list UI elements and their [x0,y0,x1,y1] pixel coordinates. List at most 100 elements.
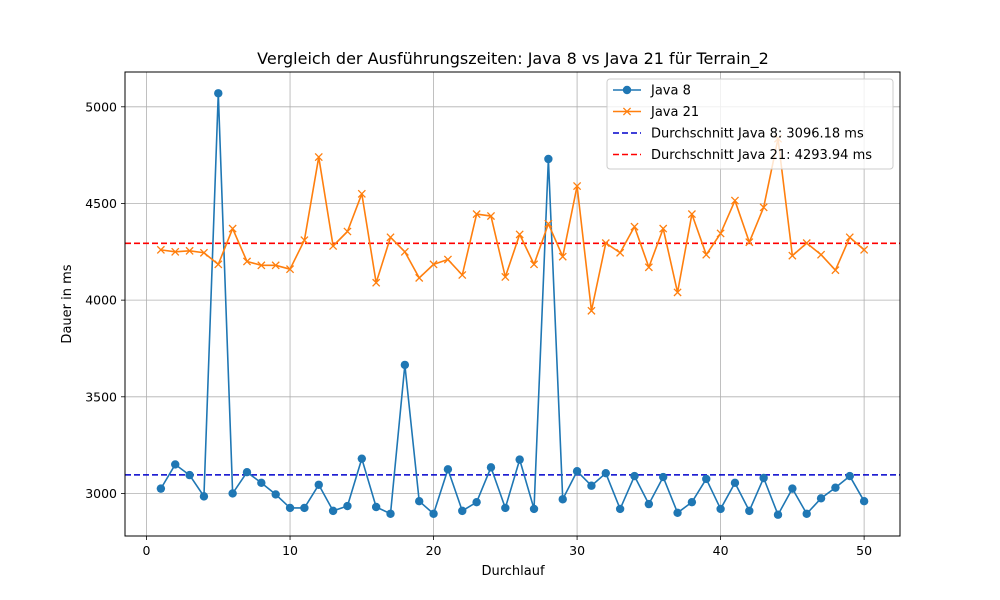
data-point [372,278,381,287]
data-point [529,504,539,514]
data-point [343,501,352,511]
y-tick-label: 3500 [85,389,117,404]
x-axis-label: Durchlauf [481,564,545,579]
data-point [817,250,826,259]
legend-entry: Durchschnitt Java 21: 4293.94 ms [613,148,872,163]
data-point [702,250,711,259]
data-point [773,510,783,519]
data-point [357,189,366,198]
data-point [616,248,625,257]
data-point [687,210,696,219]
data-point [845,233,854,242]
data-point [544,219,553,228]
y-tick-label: 4000 [85,293,117,308]
data-point [759,203,768,212]
data-point [328,506,338,516]
y-axis: 3000 3500 4000 4500 5000 [85,99,125,501]
data-point [285,265,295,274]
data-point [802,239,811,248]
data-point [486,463,496,472]
data-point [300,503,309,513]
data-point [759,473,768,483]
data-point [658,472,668,482]
data-point [788,251,797,260]
chart-title: Vergleich der Ausführungszeiten: Java 8 … [257,49,769,69]
data-point [716,229,725,238]
data-point [443,255,452,264]
data-point [716,504,725,514]
series-2 [156,134,869,315]
data-point [573,182,582,191]
data-point [845,471,854,481]
data-point [357,454,367,463]
data-point [400,360,410,370]
reference-lines [125,242,900,476]
data-point [802,509,811,518]
data-point [673,508,682,517]
legend-label: Java 21 [650,105,699,120]
data-point [214,260,223,269]
data-point [615,504,625,514]
x-tick-label: 50 [856,543,872,558]
data-point [659,224,668,233]
data-point [371,502,381,512]
x-tick-label: 20 [426,543,442,558]
data-point [644,499,654,509]
data-point [214,89,223,98]
data-point [788,484,797,493]
data-point [831,266,840,275]
legend-entry: Durchschnitt Java 8: 3096.18 ms [613,127,864,142]
data-point [687,497,697,507]
data-point [415,497,424,506]
data-point [831,483,840,492]
data-point [242,257,252,266]
data-point [156,484,166,493]
data-point [458,270,467,280]
data-point [529,260,539,269]
series-line [160,137,865,312]
y-tick-label: 4500 [85,196,117,211]
data-point [501,503,510,513]
data-point [572,467,582,476]
data-point [242,468,252,477]
data-point [343,227,352,236]
data-point [300,236,309,245]
y-axis-label: Dauer in ms [60,264,75,343]
data-point [730,478,740,488]
data-point [271,490,280,499]
data-point [228,224,237,233]
x-tick-label: 40 [713,543,729,558]
data-point [673,288,682,297]
legend-entry: Java 8 [613,84,691,99]
data-point [386,509,395,518]
data-point [859,497,869,506]
data-point [329,241,338,251]
series-group [156,89,869,519]
data-point [199,492,209,501]
legend-frame [606,78,894,170]
data-point [544,154,553,164]
data-point [185,470,194,480]
series-1 [156,89,869,519]
data-point [860,245,869,254]
data-point [730,196,740,205]
legend-label: Durchschnitt Java 8: 3096.18 ms [651,127,864,142]
data-point [429,509,438,518]
data-point [745,238,754,247]
data-point [386,233,395,242]
x-tick-label: 0 [143,543,151,558]
data-point [587,306,596,315]
data-point [271,261,280,270]
data-point [501,272,510,281]
data-point [156,245,165,254]
x-tick-label: 30 [569,543,585,558]
data-point [171,247,180,256]
data-point [587,481,596,490]
data-point [601,468,610,478]
data-point [816,494,826,503]
data-point [601,239,610,248]
data-point [185,246,194,255]
data-point [702,474,711,484]
data-point [314,480,323,489]
y-tick-label: 3000 [85,486,117,501]
